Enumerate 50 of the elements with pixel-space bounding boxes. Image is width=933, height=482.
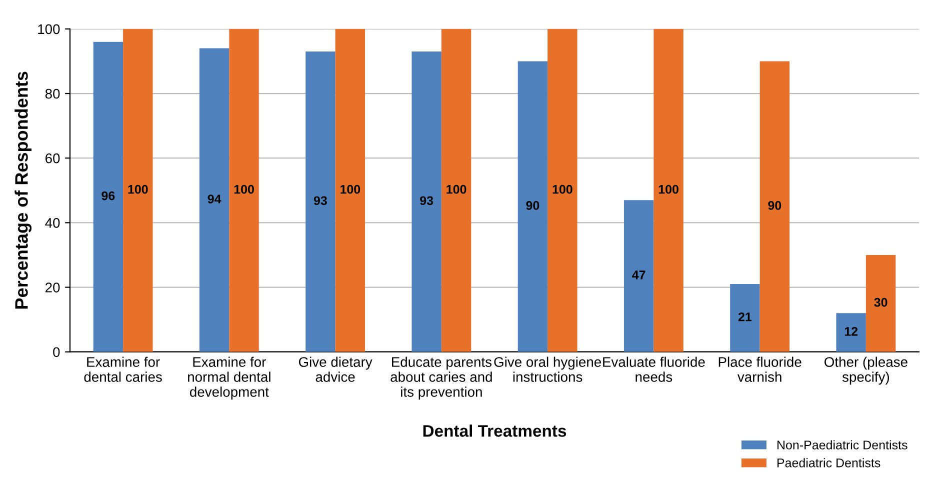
bar — [730, 284, 760, 352]
x-tick-label: Examine for normal dental development — [188, 356, 270, 400]
y-tick-label: 60 — [46, 153, 60, 164]
bar — [866, 254, 896, 352]
data-label: 100 — [128, 184, 148, 194]
x-tick-label: Give dietary advice — [298, 356, 372, 382]
data-label: 100 — [446, 184, 466, 194]
y-tick-label: 20 — [46, 282, 60, 292]
data-label: 90 — [768, 201, 782, 210]
data-label: 100 — [658, 184, 678, 194]
data-label: 47 — [632, 270, 646, 280]
bar — [548, 28, 578, 352]
data-label: 90 — [526, 201, 540, 210]
data-label: 100 — [234, 184, 254, 194]
x-axis-title: Dental Treatments — [423, 424, 566, 437]
bar — [518, 61, 548, 352]
data-label: 100 — [552, 184, 572, 194]
y-axis-title: Percentage of Respondents — [14, 72, 32, 309]
legend-label: Non-Paediatric Dentists — [777, 440, 908, 450]
x-tick-label: Examine for dental caries — [84, 356, 162, 382]
data-label: 93 — [420, 196, 434, 206]
x-tick-label: Place fluoride varnish — [718, 356, 802, 382]
bar — [624, 200, 654, 352]
bar — [229, 28, 259, 352]
bar — [441, 28, 472, 352]
x-tick-label: Give oral hygiene instructions — [494, 356, 601, 382]
legend-label: Paediatric Dentists — [777, 458, 880, 468]
data-label: 100 — [340, 184, 360, 194]
bar — [335, 28, 366, 352]
bar — [93, 42, 124, 352]
y-tick-label: 40 — [45, 218, 60, 228]
bar — [836, 313, 866, 352]
bar — [123, 28, 153, 352]
x-tick-label: Evaluate fluoride needs — [603, 356, 705, 382]
data-label: 12 — [844, 326, 858, 336]
data-label: 93 — [314, 196, 327, 206]
data-label: 94 — [208, 194, 222, 204]
y-tick-label: 100 — [38, 24, 60, 34]
data-label: 21 — [738, 312, 752, 322]
bar — [412, 52, 442, 352]
x-tick-label: Other (please specify) — [824, 356, 908, 385]
y-tick-label: 80 — [45, 88, 60, 99]
y-tick-label: 0 — [53, 347, 60, 358]
data-label: 30 — [874, 298, 888, 307]
bar — [654, 28, 684, 352]
x-tick-label: Educate parents about caries and its prevention — [390, 356, 492, 400]
data-label: 96 — [102, 191, 115, 200]
bar — [306, 52, 336, 352]
bar — [199, 48, 230, 352]
bar — [760, 61, 790, 352]
